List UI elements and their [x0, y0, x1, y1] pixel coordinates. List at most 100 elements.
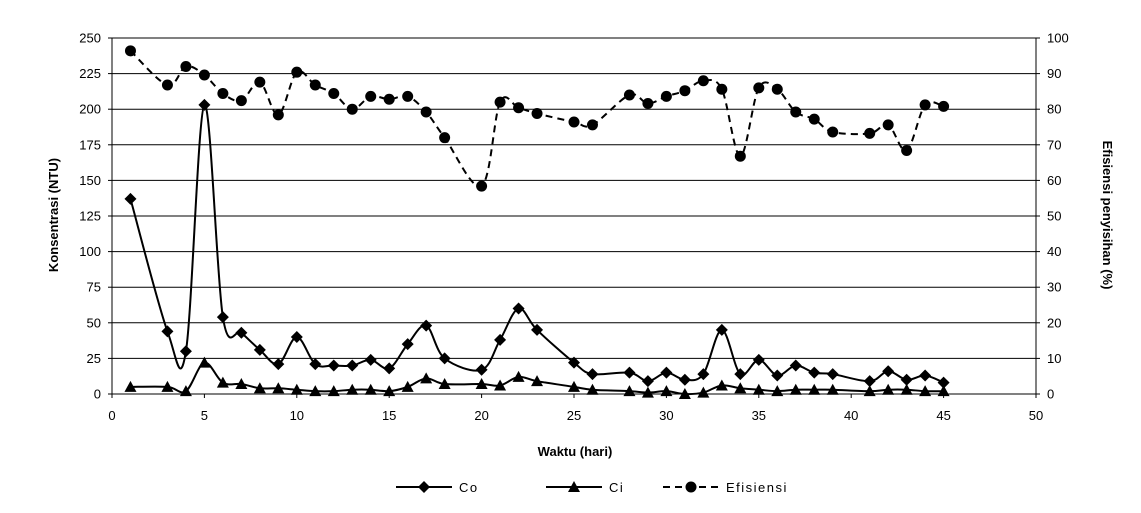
- data-point-efisiensi: [568, 116, 580, 128]
- data-point-co: [216, 311, 229, 324]
- data-point-ci: [383, 385, 396, 397]
- data-point-co: [327, 359, 340, 372]
- data-point-efisiensi: [476, 180, 488, 192]
- data-point-co: [568, 356, 580, 369]
- data-point-co: [198, 98, 211, 111]
- data-point-ci: [309, 385, 322, 397]
- data-point-efisiensi: [198, 69, 210, 81]
- data-point-ci: [124, 380, 137, 392]
- data-point-ci: [216, 376, 229, 388]
- data-point-ci: [161, 380, 174, 392]
- legend-marker-ci: [568, 481, 580, 492]
- data-point-co: [346, 359, 359, 372]
- data-point-efisiensi: [402, 90, 414, 102]
- y2-tick-label: 40: [1047, 244, 1061, 259]
- data-point-ci: [678, 388, 691, 399]
- data-point-efisiensi: [365, 90, 377, 102]
- data-point-efisiensi: [531, 107, 543, 119]
- data-point-efisiensi: [383, 93, 395, 105]
- data-point-efisiensi: [217, 88, 229, 100]
- legend: Co Ci Efisiensi: [396, 480, 786, 495]
- data-point-efisiensi: [309, 79, 321, 91]
- x-tick-label: 30: [659, 408, 673, 423]
- data-point-efisiensi: [938, 100, 950, 112]
- data-point-co: [364, 353, 377, 366]
- data-point-ci: [937, 385, 950, 397]
- data-point-efisiensi: [660, 90, 672, 102]
- series-line-ci: [130, 361, 944, 396]
- y2-tick-label: 30: [1047, 280, 1061, 295]
- y-tick-label: 0: [94, 387, 101, 402]
- data-point-ci: [715, 379, 728, 391]
- data-point-co: [309, 358, 322, 371]
- y-tick-label: 250: [79, 31, 101, 46]
- data-point-co: [900, 373, 913, 386]
- data-point-efisiensi: [734, 150, 746, 162]
- data-point-co: [660, 366, 673, 379]
- data-point-ci: [179, 385, 192, 397]
- data-point-ci: [475, 378, 488, 390]
- series-co: [124, 98, 950, 389]
- data-point-efisiensi: [513, 102, 525, 114]
- data-point-co: [420, 319, 433, 332]
- data-point-co: [678, 373, 691, 386]
- legend-marker-efisiensi: [685, 481, 697, 493]
- x-tick-label: 45: [936, 408, 950, 423]
- data-point-ci: [420, 372, 433, 384]
- data-point-ci: [364, 383, 377, 395]
- data-point-efisiensi: [328, 88, 340, 100]
- data-point-ci: [198, 356, 211, 368]
- data-point-efisiensi: [882, 119, 894, 131]
- data-point-co: [272, 358, 285, 371]
- y2-tick-label: 60: [1047, 173, 1061, 188]
- y-axis-ticks: 0 25 50 75 100 125 150 175 200 225 250: [79, 31, 112, 402]
- data-point-co: [161, 325, 174, 338]
- data-point-ci: [512, 370, 525, 382]
- x-tick-label: 5: [201, 408, 208, 423]
- data-point-efisiensi: [716, 83, 728, 95]
- y2-tick-label: 70: [1047, 137, 1061, 152]
- y-tick-label: 25: [87, 351, 101, 366]
- data-point-co: [512, 302, 525, 315]
- data-point-co: [715, 323, 728, 336]
- data-point-efisiensi: [180, 60, 192, 72]
- x-tick-label: 15: [382, 408, 396, 423]
- data-point-co: [826, 368, 839, 381]
- data-point-ci: [882, 383, 895, 395]
- data-point-co: [383, 362, 396, 375]
- data-point-co: [789, 359, 802, 372]
- data-point-co: [882, 365, 895, 378]
- y2-tick-label: 90: [1047, 66, 1061, 81]
- series-ci: [124, 356, 950, 399]
- data-point-co: [641, 375, 654, 388]
- data-point-efisiensi: [623, 89, 635, 101]
- legend-label-co: Co: [459, 480, 479, 495]
- data-point-efisiensi: [771, 83, 783, 95]
- data-point-co: [179, 345, 192, 358]
- y2-tick-label: 80: [1047, 102, 1061, 117]
- x-tick-label: 50: [1029, 408, 1043, 423]
- data-point-efisiensi: [679, 85, 691, 97]
- y-tick-label: 150: [79, 173, 101, 188]
- y2-tick-label: 20: [1047, 315, 1061, 330]
- legend-label-ci: Ci: [609, 480, 624, 495]
- data-point-efisiensi: [864, 127, 876, 139]
- data-point-co: [290, 331, 303, 344]
- x-axis-title: Waktu (hari): [538, 444, 613, 459]
- data-point-efisiensi: [827, 126, 839, 138]
- y2-tick-label: 50: [1047, 209, 1061, 224]
- data-point-co: [253, 343, 266, 356]
- data-point-co: [734, 368, 747, 381]
- data-point-ci: [900, 383, 913, 395]
- data-point-co: [863, 375, 876, 388]
- data-point-ci: [919, 385, 932, 397]
- data-point-co: [586, 368, 599, 381]
- y-tick-label: 200: [79, 102, 101, 117]
- y-tick-label: 100: [79, 244, 101, 259]
- data-point-ci: [327, 385, 340, 397]
- data-point-efisiensi: [291, 66, 303, 78]
- data-point-efisiensi: [161, 79, 173, 91]
- y2-axis-ticks: 0 10 20 30 40 50 60 70 80 90 100: [1036, 31, 1069, 402]
- data-point-ci: [346, 383, 359, 395]
- data-point-efisiensi: [586, 119, 598, 131]
